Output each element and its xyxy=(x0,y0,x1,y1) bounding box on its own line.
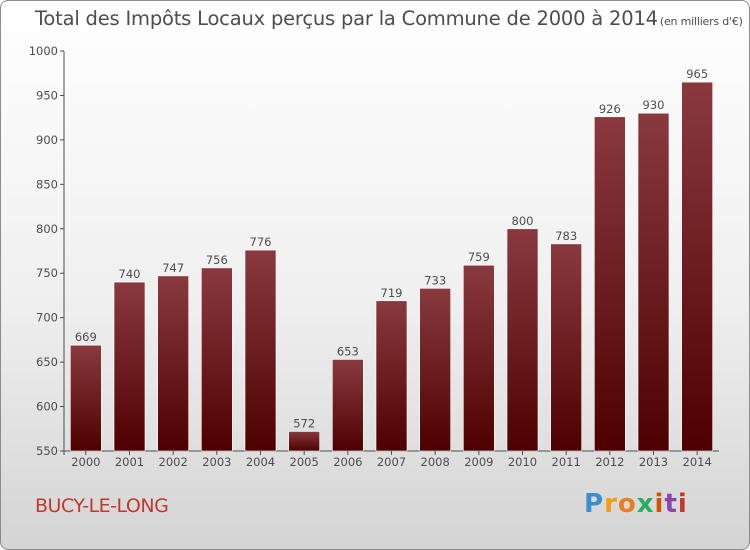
y-tick-label: 800 xyxy=(36,222,58,236)
bar xyxy=(157,275,189,452)
x-tick-label: 2006 xyxy=(333,455,362,469)
bar-value-label: 965 xyxy=(686,67,708,81)
y-tick-label: 950 xyxy=(36,88,58,102)
bar-value-label: 800 xyxy=(512,214,534,228)
bar-value-label: 759 xyxy=(468,250,490,264)
x-tick-label: 2009 xyxy=(464,455,493,469)
bar-value-label: 930 xyxy=(643,98,665,112)
bar-value-label: 733 xyxy=(424,273,446,287)
bar-value-label: 756 xyxy=(206,253,228,267)
logo-letter: P xyxy=(584,489,605,519)
x-tick-label: 2010 xyxy=(508,455,537,469)
x-tick-label: 2002 xyxy=(159,455,188,469)
logo-letter: i xyxy=(677,489,688,519)
bar xyxy=(244,249,277,452)
chart-title-unit: (en milliers d'€) xyxy=(659,15,743,28)
commune-name: BUCY-LE-LONG xyxy=(35,495,169,517)
x-tick-label: 2011 xyxy=(552,455,581,469)
bar-value-label: 669 xyxy=(75,330,97,344)
proxiti-logo: Proxiti xyxy=(584,489,688,519)
x-tick-label: 2013 xyxy=(639,455,668,469)
bar xyxy=(70,344,102,452)
bar xyxy=(550,243,582,452)
bar-value-label: 776 xyxy=(250,235,272,249)
x-tick-label: 2000 xyxy=(71,455,100,469)
x-tick-label: 2003 xyxy=(202,455,231,469)
bar-value-label: 572 xyxy=(293,416,315,430)
bar xyxy=(419,288,451,452)
bar-value-label: 926 xyxy=(599,102,621,116)
logo-letter: t xyxy=(664,489,678,519)
bar xyxy=(681,81,713,452)
bar xyxy=(375,300,408,452)
x-tick-label: 2005 xyxy=(290,455,319,469)
x-tick-label: 2012 xyxy=(595,455,624,469)
chart-title: Total des Impôts Locaux perçus par la Co… xyxy=(35,7,743,30)
y-tick-label: 650 xyxy=(36,355,58,369)
x-tick-label: 2007 xyxy=(377,455,406,469)
bar-value-label: 740 xyxy=(119,267,141,281)
bar xyxy=(463,264,495,452)
bar xyxy=(201,267,233,452)
bar xyxy=(506,228,539,452)
bar xyxy=(288,431,320,452)
chart-title-text: Total des Impôts Locaux perçus par la Co… xyxy=(35,7,658,30)
y-tick-label: 600 xyxy=(36,400,58,414)
bar xyxy=(332,359,364,452)
x-tick-label: 2004 xyxy=(246,455,275,469)
y-tick-label: 550 xyxy=(36,444,58,458)
bar-value-label: 719 xyxy=(381,286,403,300)
x-tick-label: 2014 xyxy=(683,455,712,469)
y-tick-label: 700 xyxy=(36,311,58,325)
logo-letter: i xyxy=(654,489,665,519)
y-tick-label: 850 xyxy=(36,177,58,191)
bar xyxy=(113,281,146,452)
y-tick-label: 750 xyxy=(36,266,58,280)
y-tick-label: 900 xyxy=(36,133,58,147)
bar xyxy=(594,116,626,452)
logo-letter: r xyxy=(604,489,618,519)
logo-letter: o xyxy=(617,489,637,519)
x-tick-label: 2008 xyxy=(421,455,450,469)
bar xyxy=(637,112,670,452)
bar-value-label: 783 xyxy=(555,229,577,243)
bar-value-label: 653 xyxy=(337,344,359,358)
y-tick-label: 1000 xyxy=(29,44,58,58)
x-tick-label: 2001 xyxy=(115,455,144,469)
logo-letter: x xyxy=(636,489,655,519)
bar-value-label: 747 xyxy=(162,261,184,275)
